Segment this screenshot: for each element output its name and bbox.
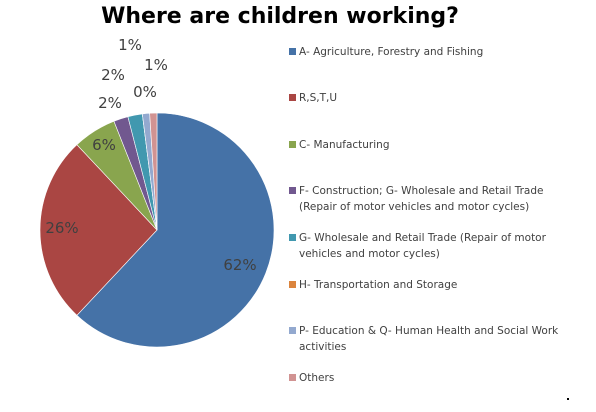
- legend-item: F- Construction; G- Wholesale and Retail…: [289, 183, 559, 215]
- legend-label: G- Wholesale and Retail Trade (Repair of…: [299, 232, 546, 260]
- legend-swatch: [289, 94, 296, 101]
- legend-item: R,S,T,U: [289, 90, 559, 106]
- pie-slice: [149, 112, 158, 231]
- slice-label: 2%: [101, 66, 125, 84]
- slice-label: 0%: [133, 83, 157, 101]
- chart-title: Where are children working?: [101, 4, 459, 29]
- legend-label: P- Education & Q- Human Health and Socia…: [299, 325, 559, 353]
- slice-label: 1%: [144, 56, 168, 74]
- legend-item: Others: [289, 370, 559, 386]
- legend-item: C- Manufacturing: [289, 137, 559, 153]
- legend-item: G- Wholesale and Retail Trade (Repair of…: [289, 230, 559, 262]
- decorative-dot: [567, 398, 569, 400]
- slice-label: 6%: [92, 136, 116, 154]
- pie-slice: [76, 112, 275, 348]
- legend-swatch: [289, 141, 296, 148]
- pie-slice: [39, 144, 158, 316]
- slice-label: 1%: [118, 36, 142, 54]
- legend-label: C- Manufacturing: [299, 139, 390, 151]
- legend-swatch: [289, 234, 296, 241]
- legend-swatch: [289, 281, 296, 288]
- legend-label: R,S,T,U: [299, 92, 338, 104]
- legend-item: P- Education & Q- Human Health and Socia…: [289, 323, 559, 355]
- legend-label: A- Agriculture, Forestry and Fishing: [299, 46, 484, 58]
- legend-swatch: [289, 48, 296, 55]
- pie-labels: 62% 26% 6% 2% 2% 0% 1%1%: [45, 36, 256, 274]
- slice-label: 26%: [45, 219, 78, 237]
- pie-slices: [39, 112, 275, 348]
- slice-label: 62%: [223, 256, 256, 274]
- legend-item: A- Agriculture, Forestry and Fishing: [289, 44, 559, 60]
- legend-swatch: [289, 327, 296, 334]
- slice-label: 2%: [98, 94, 122, 112]
- legend-label: F- Construction; G- Wholesale and Retail…: [299, 185, 544, 213]
- legend-label: Others: [299, 372, 335, 384]
- legend-swatch: [289, 374, 296, 381]
- legend-swatch: [289, 187, 296, 194]
- legend-item: H- Transportation and Storage: [289, 277, 559, 293]
- legend-label: H- Transportation and Storage: [299, 279, 458, 291]
